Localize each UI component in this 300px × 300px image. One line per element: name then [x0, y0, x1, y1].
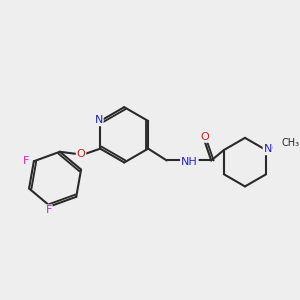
Text: F: F [45, 205, 52, 215]
Text: CH₃: CH₃ [282, 138, 300, 148]
Text: N: N [263, 144, 272, 154]
Text: NH: NH [181, 157, 198, 167]
Text: O: O [200, 132, 209, 142]
Text: N: N [94, 115, 103, 125]
Text: F: F [22, 156, 29, 166]
Text: O: O [77, 149, 85, 159]
